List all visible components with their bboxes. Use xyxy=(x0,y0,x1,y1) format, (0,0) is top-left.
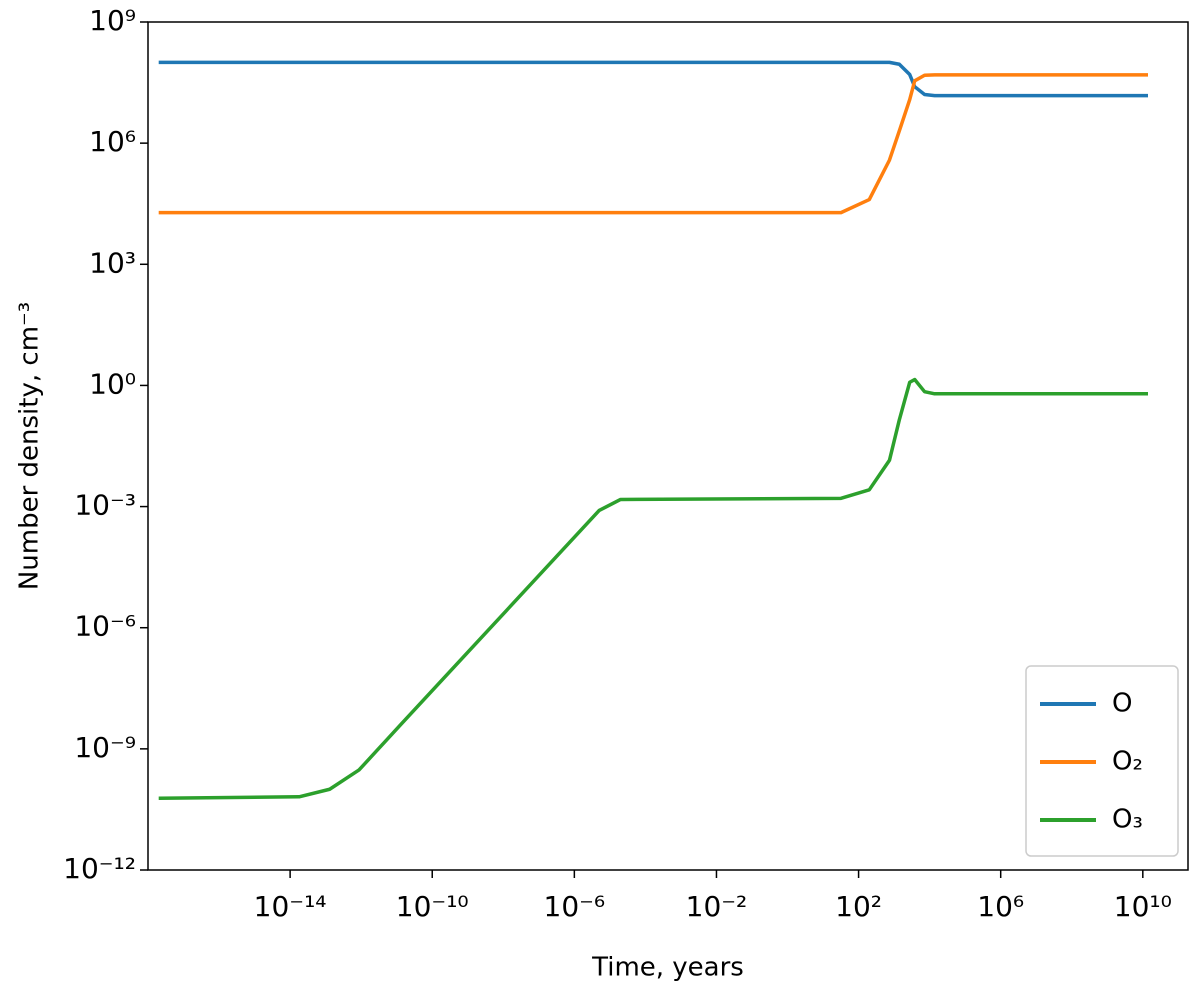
y-tick-label: 10⁻⁶ xyxy=(74,610,136,643)
y-tick-label: 10⁶ xyxy=(89,125,136,158)
x-tick-label: 10² xyxy=(835,890,882,923)
y-tick-label: 10⁻⁹ xyxy=(74,731,136,764)
x-tick-label: 10⁻⁶ xyxy=(544,890,606,923)
legend-box xyxy=(1025,665,1179,857)
x-tick-label: 10⁻¹⁴ xyxy=(254,890,327,923)
x-tick-label: 10⁶ xyxy=(977,890,1024,923)
legend-label: O₃ xyxy=(1112,805,1143,835)
x-tick-label: 10¹⁰ xyxy=(1114,890,1172,923)
y-tick-label: 10⁻³ xyxy=(74,489,136,522)
line xyxy=(158,377,1148,800)
x-axis-label: Time, years xyxy=(591,953,744,983)
legend-label: O₂ xyxy=(1112,747,1143,777)
y-axis-label: Number density, cm⁻³ xyxy=(15,302,45,590)
y-tick-label: 10³ xyxy=(89,246,136,279)
y-tick-label: 10⁹ xyxy=(89,4,136,37)
y-tick-label: 10⁻¹² xyxy=(63,852,136,885)
y-tick-label: 10⁰ xyxy=(89,367,136,400)
line xyxy=(158,73,1148,215)
x-tick-label: 10⁻² xyxy=(686,890,748,923)
line xyxy=(158,60,1148,98)
plot-frame xyxy=(147,21,1189,871)
legend: O O₂ O₃ xyxy=(1025,665,1179,857)
x-tick-label: 10⁻¹⁰ xyxy=(396,890,469,923)
legend-label: O xyxy=(1112,689,1132,719)
